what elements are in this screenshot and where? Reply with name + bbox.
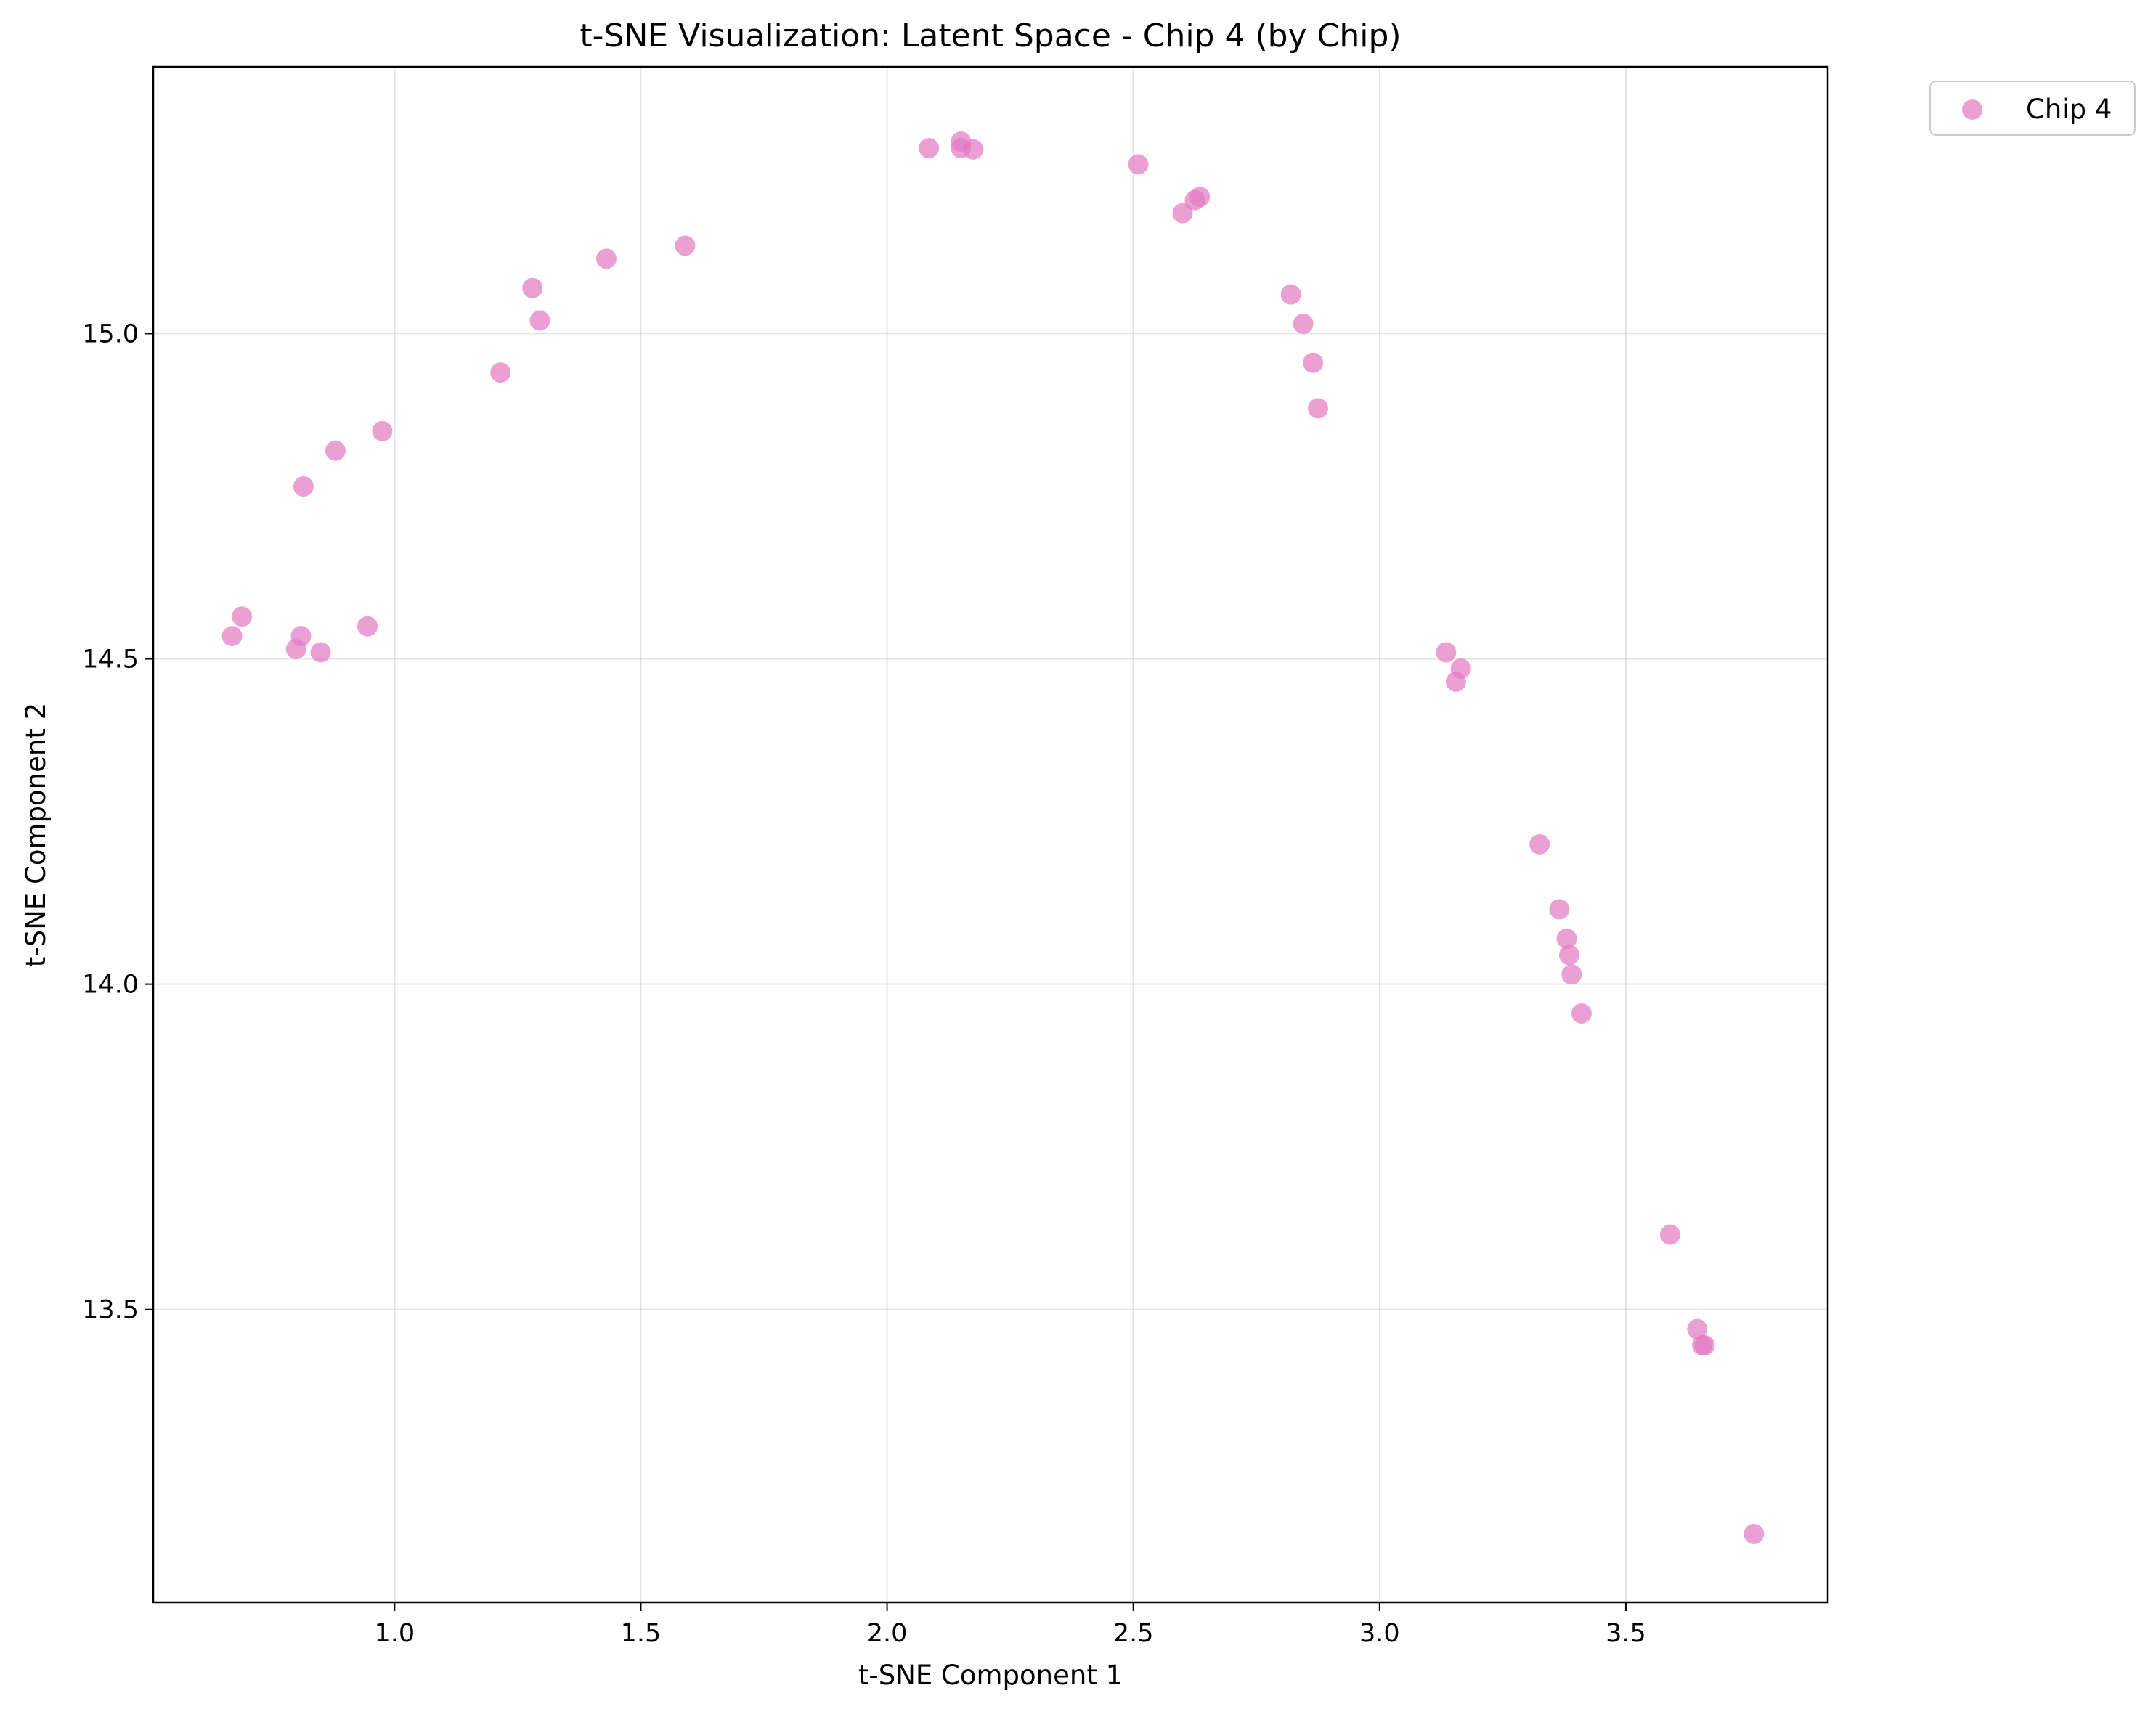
data-point	[1436, 642, 1457, 663]
data-point	[675, 235, 696, 256]
y-tick-label: 15.0	[82, 319, 139, 348]
data-point	[221, 626, 243, 647]
data-point	[1450, 658, 1471, 679]
data-point	[1172, 203, 1193, 224]
data-point	[919, 138, 940, 159]
data-point	[1659, 1224, 1680, 1245]
data-point	[1128, 154, 1149, 175]
legend-label: Chip 4	[2026, 94, 2112, 125]
grid-lines	[153, 67, 1828, 1602]
x-tick-label: 3.5	[1606, 1619, 1646, 1648]
data-point	[1293, 313, 1314, 334]
chart-title: t-SNE Visualization: Latent Space - Chip…	[579, 17, 1401, 54]
data-point	[1571, 1003, 1592, 1024]
data-point	[1694, 1335, 1715, 1356]
x-tick-label: 1.0	[374, 1619, 415, 1648]
data-point	[522, 277, 543, 298]
y-tick-label: 13.5	[82, 1296, 139, 1325]
data-point	[290, 626, 312, 647]
legend-box	[1929, 81, 2136, 136]
data-point	[529, 310, 550, 331]
plot-frame	[152, 65, 1829, 1604]
legend-marker	[1962, 99, 1982, 120]
data-point	[232, 606, 253, 627]
data-point	[1303, 352, 1324, 373]
x-tick-label: 2.0	[867, 1619, 908, 1648]
data-point	[293, 476, 314, 497]
scatter-points	[221, 131, 1765, 1544]
data-point	[357, 616, 378, 637]
data-point	[1744, 1523, 1765, 1544]
data-point	[1561, 964, 1582, 985]
data-point	[310, 642, 331, 663]
data-point	[372, 420, 393, 441]
data-point	[325, 440, 346, 461]
y-tick-label: 14.5	[82, 645, 139, 674]
data-point	[490, 362, 511, 383]
y-axis-label: t-SNE Component 2	[20, 703, 52, 967]
data-point	[595, 248, 617, 269]
x-tick-label: 2.5	[1113, 1619, 1154, 1648]
y-tick-label: 14.0	[82, 971, 139, 1000]
data-point	[1189, 187, 1211, 208]
x-tick-label: 1.5	[621, 1619, 662, 1648]
data-point	[963, 139, 984, 160]
axis-ticks: 1.0 1.5 2.0 2.5 3.0 3.5 13.5 14.0 14.5 15.0	[82, 319, 1646, 1648]
x-axis-label: t-SNE Component 1	[858, 1660, 1123, 1691]
data-point	[1558, 945, 1579, 966]
x-tick-label: 3.0	[1359, 1619, 1400, 1648]
legend: Chip 4	[1929, 81, 2136, 136]
data-point	[1556, 928, 1577, 949]
data-point	[1280, 284, 1301, 305]
data-point	[1529, 833, 1550, 855]
data-point	[1687, 1318, 1708, 1339]
data-point	[1308, 398, 1329, 419]
data-point	[1549, 899, 1570, 920]
